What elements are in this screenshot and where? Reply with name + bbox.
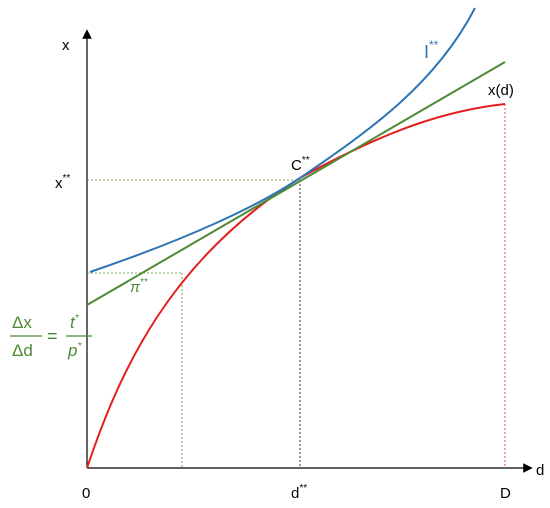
label-sup: ** (302, 155, 310, 166)
label-sup: * (75, 313, 80, 324)
equation-text: Δd (12, 341, 33, 360)
label-base: t (70, 313, 76, 332)
label-base: x (55, 175, 63, 192)
x-tick-label: d** (291, 483, 307, 502)
label-base: I (424, 42, 429, 62)
x-tick-label: D (500, 485, 511, 502)
curve-label: π** (130, 277, 148, 296)
label-sup: ** (140, 277, 148, 288)
equation-text: Δx (12, 313, 32, 332)
label-sup: ** (299, 483, 307, 494)
curve-label: x(d) (488, 82, 514, 99)
x-axis-label: d (536, 462, 544, 479)
y-axis-label: x (62, 37, 70, 54)
isoprofit-curve (89, 7, 476, 273)
label-sup: * (77, 341, 82, 352)
point-label: C** (291, 155, 310, 174)
equation-text: t* (70, 313, 80, 332)
equation-text: p* (67, 341, 82, 360)
equation: Δx Δd = t* p* (10, 313, 92, 360)
label-base: p (67, 341, 77, 360)
curve-label: I** (424, 38, 439, 62)
label-sup: ** (429, 38, 439, 52)
x-tick-label: 0 (82, 485, 90, 502)
label-base: C (291, 157, 302, 174)
label-base: d (291, 485, 299, 502)
label-sup: ** (63, 173, 71, 184)
price-line (86, 61, 506, 306)
y-tick-label: x** (55, 173, 70, 192)
equation-text: = (47, 326, 58, 346)
label-base: π (130, 279, 141, 296)
